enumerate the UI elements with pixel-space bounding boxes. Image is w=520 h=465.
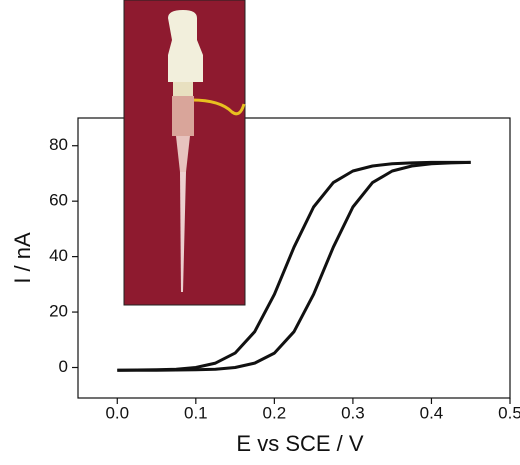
y-tick-label: 0 bbox=[59, 357, 68, 376]
y-tick-label: 20 bbox=[49, 302, 68, 321]
x-tick-label: 0.1 bbox=[184, 403, 208, 422]
x-tick-label: 0.3 bbox=[341, 403, 365, 422]
data-line bbox=[117, 160, 471, 372]
x-tick-label: 0.2 bbox=[263, 403, 287, 422]
x-tick-label: 0.5 bbox=[498, 403, 520, 422]
x-tick-label: 0.0 bbox=[105, 403, 129, 422]
y-tick-label: 40 bbox=[49, 246, 68, 265]
y-axis-title: I / nA bbox=[10, 232, 35, 284]
y-tick-label: 60 bbox=[49, 191, 68, 210]
y-tick-label: 80 bbox=[49, 135, 68, 154]
x-axis-title: E vs SCE / V bbox=[236, 431, 363, 456]
plot-frame bbox=[77, 117, 511, 399]
x-tick-label: 0.4 bbox=[420, 403, 444, 422]
inset-photo bbox=[123, 0, 246, 306]
